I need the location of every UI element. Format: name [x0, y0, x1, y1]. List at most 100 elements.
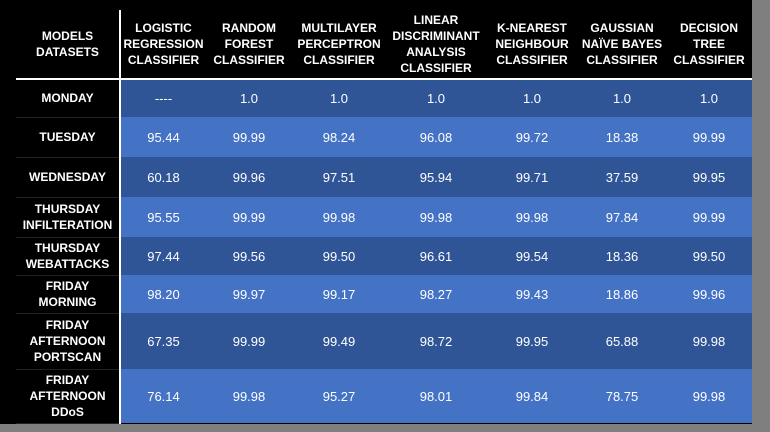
table-row: TUESDAY 95.44 99.99 98.24 96.08 99.72 18.38 99.… [16, 117, 752, 158]
column-header-line: GAUSSIAN [590, 21, 654, 35]
column-header-line: K-NEAREST [496, 21, 567, 35]
accuracy-cell: 98.72 [386, 313, 486, 369]
accuracy-cell: 18.86 [578, 275, 666, 313]
accuracy-cell: 99.99 [666, 197, 752, 237]
column-header-line: CLASSIFIER [127, 53, 200, 67]
accuracy-cell: 99.99 [206, 197, 292, 237]
accuracy-table: MODELS DATASETS LOGISTIC REGRESSION CLAS… [16, 10, 752, 424]
accuracy-cell: 95.55 [120, 197, 206, 237]
accuracy-cell: 76.14 [120, 369, 206, 423]
accuracy-cell: 99.99 [206, 313, 292, 369]
accuracy-cell: 97.84 [578, 197, 666, 237]
accuracy-cell: 99.71 [486, 157, 578, 197]
accuracy-cell: 97.51 [292, 157, 386, 197]
column-header-line: CLASSIFIER [303, 53, 375, 67]
accuracy-cell: 98.24 [292, 117, 386, 157]
column-header-line: DECISION [679, 21, 738, 35]
row-label-line: AFTERNOON [29, 389, 106, 403]
accuracy-cell: 37.59 [578, 157, 666, 197]
accuracy-cell: 99.98 [386, 197, 486, 237]
table-row: FRIDAY AFTERNOON PORTSCAN 67.35 99.99 99.49 98… [16, 313, 752, 370]
accuracy-cell: 99.84 [486, 369, 578, 423]
row-label-line: FRIDAY [45, 279, 90, 293]
accuracy-cell: 97.44 [120, 237, 206, 275]
column-header-line: RANDOM [222, 21, 276, 35]
accuracy-cell: 18.38 [578, 117, 666, 157]
row-label: FRIDAY MORNING [16, 275, 121, 314]
accuracy-cell: 98.20 [120, 275, 206, 313]
accuracy-cell: 65.88 [578, 313, 666, 369]
accuracy-cell: 96.61 [386, 237, 486, 275]
column-header-line: LOGISTIC [135, 21, 192, 35]
row-label-line: FRIDAY [45, 318, 90, 332]
accuracy-cell: 99.98 [666, 369, 752, 423]
accuracy-cell: 99.17 [292, 275, 386, 313]
accuracy-cell: 99.43 [486, 275, 578, 313]
accuracy-cell: ---- [120, 79, 206, 117]
table-row: THURSDAY INFILTERATION 95.55 99.99 99.98 99.9… [16, 197, 752, 238]
accuracy-cell: 99.96 [206, 157, 292, 197]
accuracy-cell: 95.27 [292, 369, 386, 423]
table-row: WEDNESDAY 60.18 99.96 97.51 95.94 99.71 37.59 9… [16, 157, 752, 198]
column-header-random-forest: RANDOM FOREST CLASSIFIER [206, 10, 292, 80]
table-row: FRIDAY MORNING 98.20 99.97 99.17 98.27 99.43 18… [16, 275, 752, 314]
column-header-line: CLASSIFIER [213, 53, 285, 67]
accuracy-cell: 99.50 [666, 237, 752, 275]
column-header-line: CLASSIFIER [586, 53, 658, 67]
row-label: THURSDAY WEBATTACKS [16, 237, 121, 276]
row-label: FRIDAY AFTERNOON DDoS [16, 369, 121, 424]
frame-border-bottom [0, 424, 770, 432]
corner-label-datasets: DATASETS [36, 45, 99, 59]
accuracy-cell: 18.36 [578, 237, 666, 275]
row-label-line: FRIDAY [45, 373, 90, 387]
row-label: WEDNESDAY [16, 157, 121, 198]
column-header-line: TREE [692, 37, 725, 51]
accuracy-cell: 1.0 [386, 79, 486, 117]
column-header-linear-discriminant: LINEAR DISCRIMINANT ANALYSIS CLASSIFIER [386, 10, 486, 80]
accuracy-cell: 99.72 [486, 117, 578, 157]
accuracy-cell: 99.56 [206, 237, 292, 275]
table-row: FRIDAY AFTERNOON DDoS 76.14 99.98 95.27 98.01 9… [16, 369, 752, 424]
frame-border-right [752, 0, 770, 432]
column-header-line: CLASSIFIER [400, 61, 472, 75]
column-header-gaussian-naive-bayes: GAUSSIAN NAÏVE BAYES CLASSIFIER [578, 10, 666, 80]
accuracy-cell: 99.98 [292, 197, 386, 237]
column-header-line: ANALYSIS [406, 45, 466, 59]
column-header-multilayer-perceptron: MULTILAYER PERCEPTRON CLASSIFIER [292, 10, 386, 80]
row-label-line: INFILTERATION [22, 218, 113, 232]
row-label-line: WEDNESDAY [29, 170, 106, 184]
accuracy-cell: 96.08 [386, 117, 486, 157]
column-header-line: NAÏVE BAYES [581, 37, 663, 51]
table-body: MONDAY ---- 1.0 1.0 1.0 1.0 1.0 1.0 TUESDAY 95.44… [16, 79, 752, 424]
column-header-line: NEIGHBOUR [495, 37, 569, 51]
table-row: THURSDAY WEBATTACKS 97.44 99.56 99.50 96.61 99… [16, 237, 752, 276]
header-row: MODELS DATASETS LOGISTIC REGRESSION CLAS… [16, 10, 752, 80]
column-header-line: REGRESSION [123, 37, 204, 51]
accuracy-cell: 1.0 [666, 79, 752, 117]
accuracy-cell: 99.99 [206, 117, 292, 157]
accuracy-cell: 78.75 [578, 369, 666, 423]
accuracy-cell: 1.0 [206, 79, 292, 117]
accuracy-cell: 99.99 [666, 117, 752, 157]
accuracy-cell: 98.27 [386, 275, 486, 313]
row-label-line: MONDAY [41, 91, 94, 106]
row-label-line: PORTSCAN [33, 350, 102, 364]
row-label-line: WEBATTACKS [25, 257, 110, 271]
column-header-line: MULTILAYER [301, 21, 377, 35]
accuracy-cell: 1.0 [578, 79, 666, 117]
row-label-line: TUESDAY [39, 130, 96, 144]
accuracy-cell: 99.50 [292, 237, 386, 275]
row-label-line: MORNING [38, 295, 97, 309]
accuracy-cell: 99.98 [666, 313, 752, 369]
accuracy-cell: 67.35 [120, 313, 206, 369]
column-header-line: CLASSIFIER [673, 53, 745, 67]
accuracy-cell: 60.18 [120, 157, 206, 197]
accuracy-cell: 98.01 [386, 369, 486, 423]
column-header-k-nearest: K-NEAREST NEIGHBOUR CLASSIFIER [486, 10, 578, 80]
accuracy-cell: 99.98 [486, 197, 578, 237]
column-header-decision-tree: DECISION TREE CLASSIFIER [666, 10, 752, 80]
row-label: MONDAY [16, 79, 121, 118]
corner-label-models: MODELS [41, 29, 94, 43]
row-label: THURSDAY INFILTERATION [16, 197, 121, 238]
row-label-line: THURSDAY [34, 202, 101, 216]
